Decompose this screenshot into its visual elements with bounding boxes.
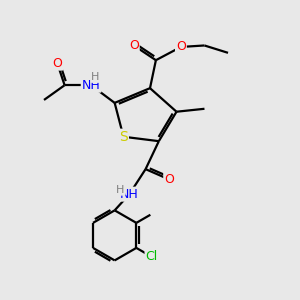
- Text: O: O: [129, 39, 139, 52]
- Text: NH: NH: [82, 79, 100, 92]
- Text: Cl: Cl: [146, 250, 158, 263]
- Text: O: O: [176, 40, 186, 53]
- Text: H: H: [116, 185, 125, 195]
- Text: NH: NH: [120, 188, 139, 201]
- Text: O: O: [164, 173, 174, 186]
- Text: S: S: [119, 130, 128, 144]
- Text: O: O: [52, 57, 62, 70]
- Text: H: H: [91, 72, 100, 82]
